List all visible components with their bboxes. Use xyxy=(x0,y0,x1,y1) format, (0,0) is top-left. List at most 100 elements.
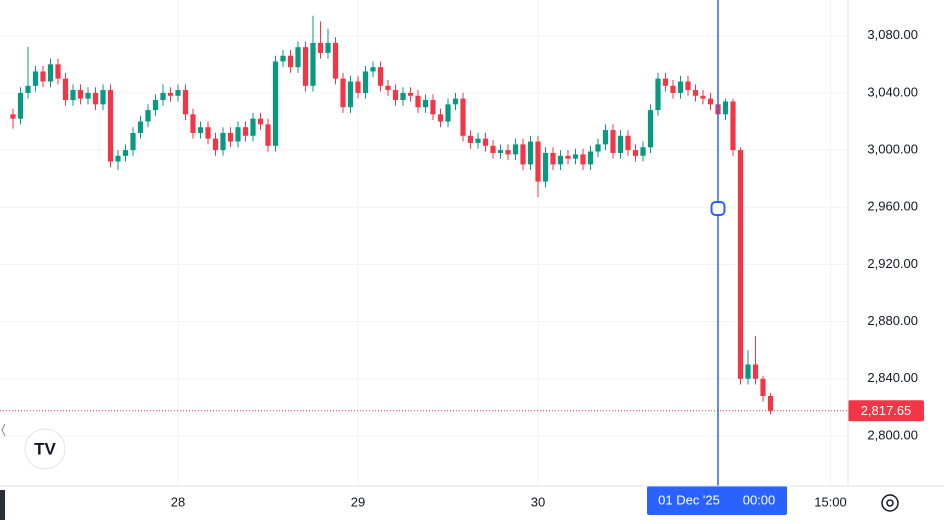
candle-body xyxy=(767,395,774,411)
candle-body xyxy=(550,152,556,165)
y-tick-label: 2,920.00 xyxy=(867,256,918,271)
candle-body xyxy=(565,155,571,159)
candle-body xyxy=(325,42,331,53)
overlay: 2,800.00 2,840.00 2,880.00 2,920.00 2,960.00… xyxy=(0,0,924,515)
candle-body xyxy=(250,118,256,136)
collapse-handle[interactable] xyxy=(1,423,6,437)
candle-body xyxy=(257,118,264,125)
crosshair-handle[interactable] xyxy=(710,201,726,216)
candle-body xyxy=(362,71,369,93)
candle-body xyxy=(280,55,286,62)
candles xyxy=(10,15,774,415)
candle-body xyxy=(47,64,54,82)
candle-body xyxy=(310,42,316,86)
candle-body xyxy=(482,138,489,146)
candle-body xyxy=(220,132,226,151)
candle-body xyxy=(722,101,729,115)
candle-body xyxy=(662,78,669,86)
candle-body xyxy=(355,81,361,93)
last-price-label: 2,817.65 xyxy=(861,403,912,418)
candle-body xyxy=(572,154,579,159)
candle-body xyxy=(70,90,76,101)
candle-body xyxy=(415,95,421,108)
candle-body xyxy=(182,90,189,115)
candle-body xyxy=(347,81,354,108)
x-tick-label: 28 xyxy=(171,494,185,509)
candle-body xyxy=(520,144,526,165)
candle-body xyxy=(542,152,549,182)
candle-body xyxy=(407,92,414,96)
crosshair-time: 00:00 xyxy=(743,492,776,507)
candle-body xyxy=(55,64,61,79)
candle-body xyxy=(137,121,144,133)
candle-body xyxy=(130,132,136,151)
candle-body xyxy=(160,92,166,101)
settings-button[interactable] xyxy=(881,494,899,512)
candle-body xyxy=(332,42,339,79)
y-tick-label: 2,960.00 xyxy=(867,199,918,214)
candle-body xyxy=(100,90,106,105)
candle-body xyxy=(272,61,279,146)
candle-body xyxy=(737,150,744,379)
candle-body xyxy=(587,151,594,165)
candle-body xyxy=(92,92,99,105)
candle-body xyxy=(692,90,699,96)
x-tick-label: 29 xyxy=(351,494,365,509)
candle-body xyxy=(422,100,429,108)
candle-body xyxy=(497,150,504,153)
candle-body xyxy=(212,138,219,151)
candle-body xyxy=(475,138,481,143)
candle-body xyxy=(62,78,69,101)
candle-body xyxy=(370,67,376,72)
candle-body xyxy=(145,110,151,122)
candle-body xyxy=(32,71,39,86)
candle-body xyxy=(760,378,766,396)
candle-body xyxy=(677,81,684,93)
candle-body xyxy=(17,92,24,119)
candle-body xyxy=(265,124,271,146)
candle-body xyxy=(512,144,519,155)
candle-body xyxy=(235,127,241,142)
candle-body xyxy=(670,85,676,93)
candle-body xyxy=(752,364,759,379)
candle-body xyxy=(632,150,639,156)
candle-body xyxy=(745,364,751,379)
candle-body xyxy=(535,141,541,182)
candle-body xyxy=(610,130,616,153)
candle-body xyxy=(602,130,609,145)
svg-text:TV: TV xyxy=(34,439,56,458)
candle-body xyxy=(647,110,654,148)
side-tab[interactable] xyxy=(0,490,5,520)
y-tick-label: 2,840.00 xyxy=(867,370,918,385)
candle-body xyxy=(167,92,174,96)
candle-body xyxy=(107,90,114,162)
candle-body xyxy=(77,90,84,99)
candle-body xyxy=(400,92,406,101)
candle-body xyxy=(640,147,646,156)
candle-body xyxy=(452,98,459,105)
x-tick-label: 30 xyxy=(531,494,545,509)
candle-body xyxy=(115,155,121,162)
candle-body xyxy=(385,85,391,91)
candle-body xyxy=(302,47,309,86)
candle-body xyxy=(625,135,631,151)
y-tick-label: 3,000.00 xyxy=(867,142,918,157)
candle-body xyxy=(295,47,301,68)
candle-body xyxy=(205,127,211,139)
candle-body xyxy=(430,100,436,115)
candle-body xyxy=(392,90,399,101)
candle-body xyxy=(152,100,159,111)
crosshair-label-box xyxy=(647,486,787,515)
candle-body xyxy=(580,154,586,165)
candle-body xyxy=(25,85,31,93)
last-price-box xyxy=(848,400,924,422)
y-tick-label: 3,040.00 xyxy=(867,84,918,99)
candle-body xyxy=(377,67,384,86)
candle-body xyxy=(227,132,234,142)
candle-body xyxy=(10,114,16,119)
candle-body xyxy=(557,155,564,165)
candle-body xyxy=(655,78,661,111)
y-tick-label: 2,880.00 xyxy=(867,313,918,328)
